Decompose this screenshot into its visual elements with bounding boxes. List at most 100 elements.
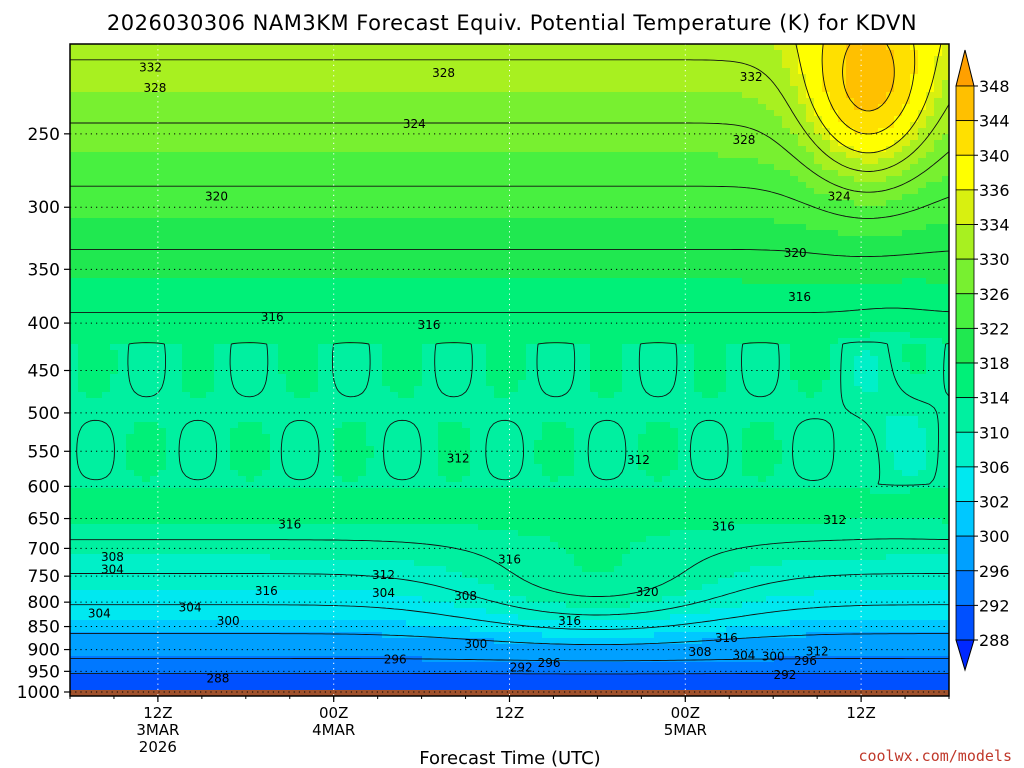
fill-cell [398, 152, 407, 159]
fill-cell [398, 164, 407, 171]
fill-cell [854, 134, 863, 141]
fill-cell [502, 68, 511, 75]
fill-cell [790, 110, 799, 117]
fill-cell [214, 134, 223, 141]
fill-cell [270, 242, 279, 249]
fill-cell [718, 272, 727, 279]
fill-cell [70, 290, 79, 297]
fill-cell [830, 278, 839, 285]
fill-cell [686, 146, 695, 153]
fill-cell [150, 296, 159, 303]
fill-cell [142, 128, 151, 135]
fill-cell [854, 164, 863, 171]
fill-cell [374, 44, 383, 51]
fill-cell [686, 218, 695, 225]
fill-cell [174, 158, 183, 165]
fill-cell [350, 98, 359, 105]
fill-cell [942, 188, 949, 195]
fill-cell [710, 74, 719, 81]
fill-cell [526, 206, 535, 213]
fill-cell [734, 206, 743, 213]
fill-cell [166, 158, 175, 165]
fill-cell [126, 68, 135, 75]
fill-cell [238, 134, 247, 141]
fill-cell [918, 296, 927, 303]
fill-cell [494, 200, 503, 207]
fill-cell [190, 164, 199, 171]
fill-cell [510, 236, 519, 243]
fill-cell [606, 68, 615, 75]
fill-cell [486, 290, 495, 297]
fill-cell [726, 158, 735, 165]
fill-cell [198, 128, 207, 135]
fill-cell [526, 200, 535, 207]
fill-cell [470, 134, 479, 141]
fill-cell [726, 182, 735, 189]
fill-cell [102, 68, 111, 75]
fill-cell [86, 56, 95, 63]
fill-cell [334, 170, 343, 177]
fill-cell [830, 164, 839, 171]
fill-cell [430, 290, 439, 297]
fill-cell [542, 290, 551, 297]
fill-cell [670, 260, 679, 267]
fill-cell [862, 200, 871, 207]
fill-cell [630, 110, 639, 117]
fill-cell [198, 278, 207, 285]
fill-cell [126, 236, 135, 243]
fill-cell [414, 206, 423, 213]
fill-cell [910, 284, 919, 291]
fill-cell [774, 170, 783, 177]
fill-cell [830, 86, 839, 93]
fill-cell [846, 86, 855, 93]
fill-cell [286, 290, 295, 297]
fill-cell [142, 302, 151, 309]
fill-cell [750, 164, 759, 171]
fill-cell [742, 236, 751, 243]
fill-cell [694, 170, 703, 177]
fill-cell [886, 56, 895, 63]
fill-cell [526, 284, 535, 291]
fill-cell [526, 194, 535, 201]
fill-cell [614, 176, 623, 183]
fill-cell [110, 170, 119, 177]
fill-cell [238, 236, 247, 243]
fill-cell [590, 170, 599, 177]
fill-cell [734, 296, 743, 303]
fill-cell [694, 122, 703, 129]
fill-cell [278, 266, 287, 273]
fill-cell [830, 170, 839, 177]
fill-cell [294, 254, 303, 261]
fill-cell [934, 200, 943, 207]
fill-cell [230, 116, 239, 123]
fill-cell [502, 110, 511, 117]
fill-cell [934, 254, 943, 261]
fill-cell [158, 128, 167, 135]
fill-cell [158, 176, 167, 183]
fill-cell [590, 194, 599, 201]
fill-cell [782, 254, 791, 261]
fill-cell [878, 308, 887, 315]
fill-cell [70, 206, 79, 213]
fill-cell [742, 44, 751, 51]
fill-cell [686, 272, 695, 279]
fill-cell [230, 200, 239, 207]
fill-cell [342, 56, 351, 63]
fill-cell [126, 98, 135, 105]
fill-cell [758, 116, 767, 123]
fill-cell [406, 290, 415, 297]
fill-cell [654, 122, 663, 129]
fill-cell [894, 254, 903, 261]
fill-cell [150, 104, 159, 111]
fill-cell [350, 140, 359, 147]
fill-cell [934, 212, 943, 219]
fill-cell [726, 110, 735, 117]
fill-cell [214, 50, 223, 57]
fill-cell [566, 116, 575, 123]
fill-cell [718, 260, 727, 267]
fill-cell [462, 254, 471, 261]
fill-cell [446, 68, 455, 75]
fill-cell [494, 158, 503, 165]
fill-cell [446, 146, 455, 153]
fill-cell [310, 170, 319, 177]
